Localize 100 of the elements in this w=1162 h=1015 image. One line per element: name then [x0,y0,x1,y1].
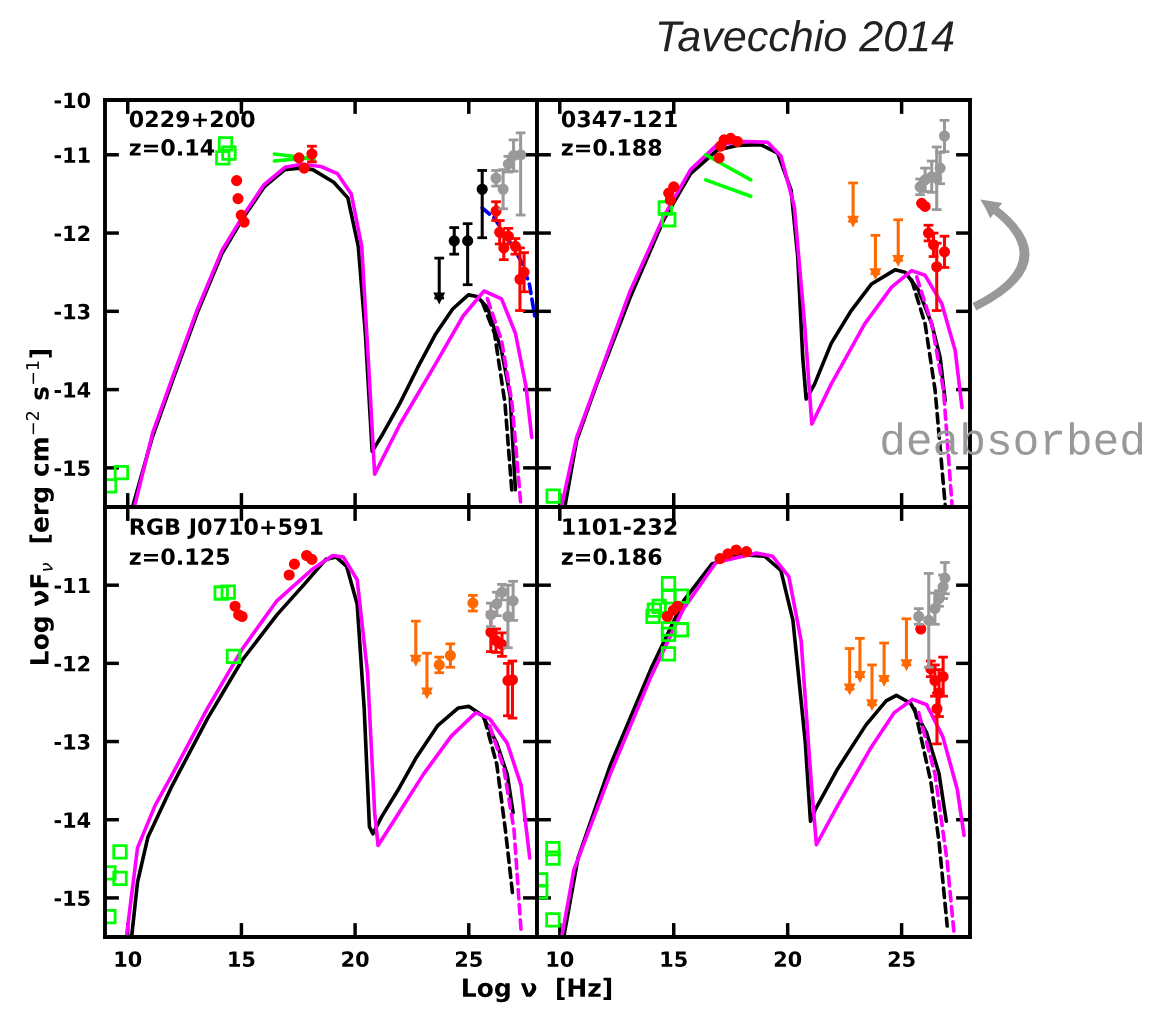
point [306,553,318,565]
point [929,675,941,687]
point [498,242,510,254]
point [673,588,690,604]
point [515,149,527,161]
point [545,912,561,928]
y-tick-label: -13 [54,303,90,320]
point [929,603,941,615]
point [892,254,904,267]
line-series [485,296,523,505]
point [410,654,422,666]
point [485,609,497,621]
point [854,671,866,683]
x-tick-label: 15 [229,951,255,968]
point [217,136,234,152]
point [113,464,130,481]
point [646,602,663,618]
point [713,152,725,164]
point [866,699,878,711]
annotation: RGB J0710+591 [130,518,323,540]
point [660,621,677,637]
point [651,598,667,614]
point [661,212,677,228]
annotation: 0229+200 [129,110,255,128]
point [545,850,561,866]
point [938,130,951,142]
x-tick-label: 10 [547,951,574,968]
point [220,584,236,600]
point [497,183,509,195]
point [923,614,935,626]
point [518,266,530,278]
point [306,148,318,160]
x-tick-label: 25 [455,951,482,968]
point [283,569,295,581]
point [645,608,661,625]
y-tick-label: -13 [54,734,90,750]
annotation: z=0.125 [129,548,230,566]
y-axis-title: Log νF$_{ν}$ [erg cm$^{−2}$ s$^{−1}$] [25,349,54,665]
point [444,649,456,662]
point [225,648,242,664]
point [112,870,128,886]
x-axis-title: Log ν [Hz] [463,977,612,1003]
chart-title: Tavecchio 2014 [658,19,954,52]
point [288,558,300,570]
x-tick-label: 10 [115,951,142,968]
point [112,844,128,860]
point [298,162,310,174]
point [931,703,943,715]
y-tick-label: -12 [54,655,90,672]
point [869,268,881,280]
point [715,140,727,152]
point [221,145,237,161]
point [448,235,460,247]
point [671,600,683,612]
point [740,546,752,558]
point [714,553,726,565]
point [657,200,673,216]
point [293,152,305,164]
point [476,183,488,195]
y-tick-label: -12 [54,225,90,241]
point [664,194,676,206]
line-series [480,206,537,318]
point [931,261,943,273]
point [919,200,931,213]
point [900,659,912,671]
point [231,175,243,187]
y-tick-label: -14 [54,382,91,398]
line-series [487,724,523,933]
annotation: z=0.188 [561,139,662,156]
point [673,622,690,638]
y-tick-label: -14 [54,812,91,828]
y-tick-label: -15 [54,890,90,907]
y-tick-label: -15 [54,460,90,477]
x-tick-label: 20 [774,951,802,968]
point [938,246,951,258]
point [722,548,734,560]
y-tick-label: -11 [54,577,90,594]
point [661,610,673,623]
point [229,600,241,612]
y-tick-label: -11 [54,147,90,163]
point [433,292,445,304]
point [939,572,951,584]
annotation: 0347-121 [561,110,677,128]
point [433,659,445,671]
annotation: z=0.186 [561,548,662,566]
x-tick-label: 15 [661,951,687,968]
point [660,626,677,643]
point [491,598,503,610]
point [660,575,677,592]
x-tick-label: 20 [342,951,369,968]
annotation: z=0.14 [129,139,215,156]
point [238,216,250,228]
point [421,687,433,699]
point [730,544,742,556]
point [847,215,859,227]
point [215,150,231,166]
y-tick-label: -10 [54,92,91,109]
point [467,597,479,609]
point [668,181,680,193]
point [660,646,677,662]
